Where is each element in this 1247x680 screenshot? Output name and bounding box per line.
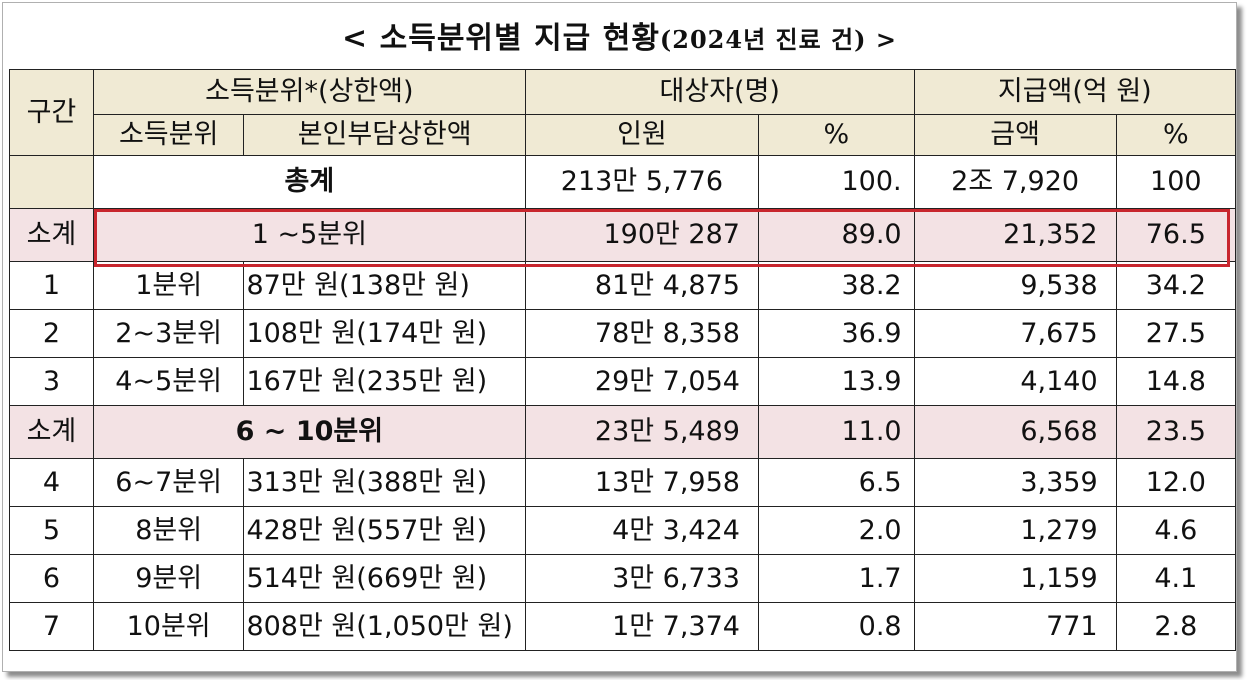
row-persons: 1만 7,374	[524, 602, 759, 651]
row-section: 7	[9, 602, 94, 651]
row-income-level: 1분위	[92, 261, 245, 310]
row-persons-pct: 13.9	[757, 357, 915, 406]
subtotal1-persons: 190만 287	[524, 208, 759, 262]
row-amount: 7,675	[913, 309, 1117, 358]
table-row: 1 1분위 87만 원(138만 원) 81만 4,875 38.2 9,538…	[9, 261, 1237, 310]
subtotal1-range: 1 ~5분위	[92, 208, 526, 262]
row-amount-pct: 12.0	[1115, 458, 1237, 507]
total-amount-pct: 100	[1115, 155, 1237, 209]
row-persons: 78만 8,358	[524, 309, 759, 358]
subtotal1-label: 소계	[9, 208, 94, 262]
row-section: 4	[9, 458, 94, 507]
row-persons-pct: 6.5	[757, 458, 915, 507]
row-section: 1	[9, 261, 94, 310]
row-persons: 81만 4,875	[524, 261, 759, 310]
row-copay-cap: 108만 원(174만 원)	[243, 309, 526, 358]
table-row: 2 2~3분위 108만 원(174만 원) 78만 8,358 36.9 7,…	[9, 309, 1237, 358]
row-section: 5	[9, 506, 94, 555]
subtotal2-label: 소계	[9, 405, 94, 459]
header-income-level: 소득분위	[92, 114, 245, 156]
subtotal2-persons-pct: 11.0	[757, 405, 915, 459]
row-persons: 29만 7,054	[524, 357, 759, 406]
row-persons-pct: 1.7	[757, 554, 915, 603]
row-income-level: 6~7분위	[92, 458, 245, 507]
row-income-level: 8분위	[92, 506, 245, 555]
title-main: < 소득분위별 지급 현황	[342, 21, 660, 56]
row-amount: 1,279	[913, 506, 1117, 555]
row-income-level: 9분위	[92, 554, 245, 603]
header-amount-pct: %	[1115, 114, 1237, 156]
row-amount: 771	[913, 602, 1117, 651]
subtotal1-amount-pct: 76.5	[1115, 208, 1237, 262]
table-row: 6 9분위 514만 원(669만 원) 3만 6,733 1.7 1,159 …	[9, 554, 1237, 603]
row-copay-cap: 313만 원(388만 원)	[243, 458, 526, 507]
header-copay-cap: 본인부담상한액	[243, 114, 526, 156]
row-copay-cap: 428만 원(557만 원)	[243, 506, 526, 555]
subtotal2-amount: 6,568	[913, 405, 1117, 459]
subtotal2-range: 6 ~ 10분위	[92, 405, 526, 459]
total-label: 총계	[92, 155, 526, 209]
header-recipients: 대상자(명)	[524, 69, 915, 115]
row-copay-cap: 167만 원(235만 원)	[243, 357, 526, 406]
header-persons-pct: %	[757, 114, 915, 156]
row-amount: 1,159	[913, 554, 1117, 603]
row-amount-pct: 27.5	[1115, 309, 1237, 358]
subtotal2-persons: 23만 5,489	[524, 405, 759, 459]
row-section: 3	[9, 357, 94, 406]
income-payment-table: 구간 소득분위*(상한액) 대상자(명) 지급액(억 원) 소득분위 본인부담상…	[9, 69, 1237, 651]
total-persons: 213만 5,776	[524, 155, 759, 209]
row-persons: 13만 7,958	[524, 458, 759, 507]
subtotal2-amount-pct: 23.5	[1115, 405, 1237, 459]
row-amount-pct: 14.8	[1115, 357, 1237, 406]
row-amount: 4,140	[913, 357, 1117, 406]
total-section-empty	[9, 155, 94, 209]
subtotal1-persons-pct: 89.0	[757, 208, 915, 262]
header-income-group: 소득분위*(상한액)	[92, 69, 526, 115]
table-row: 4 6~7분위 313만 원(388만 원) 13만 7,958 6.5 3,3…	[9, 458, 1237, 507]
table-row: 7 10분위 808만 원(1,050만 원) 1만 7,374 0.8 771…	[9, 602, 1237, 651]
row-amount: 3,359	[913, 458, 1117, 507]
header-payments: 지급액(억 원)	[913, 69, 1237, 115]
row-income-level: 10분위	[92, 602, 245, 651]
row-amount-pct: 34.2	[1115, 261, 1237, 310]
row-persons-pct: 2.0	[757, 506, 915, 555]
page-title: < 소득분위별 지급 현황(2024년 진료 건) >	[3, 13, 1236, 57]
subtotal-row-1: 소계 1 ~5분위 190만 287 89.0 21,352 76.5	[9, 208, 1237, 262]
total-persons-pct: 100.	[757, 155, 915, 209]
row-persons-pct: 36.9	[757, 309, 915, 358]
subtotal-row-2: 소계 6 ~ 10분위 23만 5,489 11.0 6,568 23.5	[9, 405, 1237, 459]
header-row-1: 구간 소득분위*(상한액) 대상자(명) 지급액(억 원)	[9, 69, 1237, 156]
row-persons: 3만 6,733	[524, 554, 759, 603]
header-persons: 인원	[524, 114, 759, 156]
row-persons-pct: 38.2	[757, 261, 915, 310]
title-sub: (2024년 진료 건) >	[659, 25, 897, 54]
row-persons-pct: 0.8	[757, 602, 915, 651]
row-copay-cap: 514만 원(669만 원)	[243, 554, 526, 603]
subtotal1-amount: 21,352	[913, 208, 1117, 262]
row-section: 2	[9, 309, 94, 358]
header-amount: 금액	[913, 114, 1117, 156]
document-frame: < 소득분위별 지급 현황(2024년 진료 건) > 구간 소득분위*(상한액…	[2, 2, 1237, 672]
row-amount: 9,538	[913, 261, 1117, 310]
row-persons: 4만 3,424	[524, 506, 759, 555]
header-row-2: 소득분위 본인부담상한액 인원 % 금액 %	[10, 114, 1237, 156]
row-copay-cap: 87만 원(138만 원)	[243, 261, 526, 310]
total-row: 총계 213만 5,776 100. 2조 7,920 100	[9, 155, 1237, 209]
row-income-level: 2~3분위	[92, 309, 245, 358]
table-row: 5 8분위 428만 원(557만 원) 4만 3,424 2.0 1,279 …	[9, 506, 1237, 555]
row-income-level: 4~5분위	[92, 357, 245, 406]
header-section: 구간	[9, 69, 94, 156]
table-row: 3 4~5분위 167만 원(235만 원) 29만 7,054 13.9 4,…	[9, 357, 1237, 406]
row-amount-pct: 2.8	[1115, 602, 1237, 651]
row-section: 6	[9, 554, 94, 603]
row-amount-pct: 4.1	[1115, 554, 1237, 603]
total-amount: 2조 7,920	[913, 155, 1117, 209]
row-amount-pct: 4.6	[1115, 506, 1237, 555]
row-copay-cap: 808만 원(1,050만 원)	[243, 602, 526, 651]
